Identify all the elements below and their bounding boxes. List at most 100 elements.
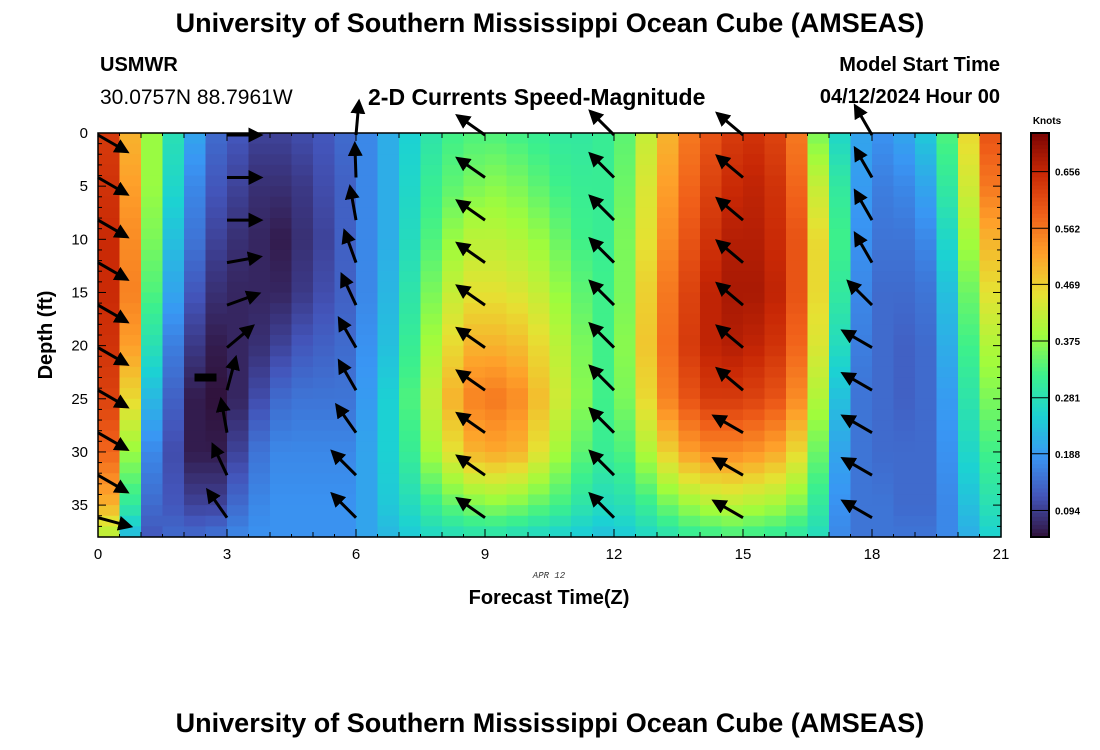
heatmap-cell [270, 239, 293, 251]
heatmap-cell [764, 356, 787, 368]
heatmap-cell [528, 281, 551, 294]
heatmap-cell [528, 483, 551, 496]
heatmap-cell [506, 515, 529, 527]
heatmap-cell [528, 154, 551, 166]
heatmap-cell [872, 239, 895, 251]
heatmap-cell [807, 398, 830, 411]
current-vector-arrow [455, 369, 486, 392]
heatmap-cell [678, 143, 701, 155]
heatmap-cell [872, 143, 895, 155]
colorbar-segment [1031, 246, 1049, 251]
heatmap-cell [98, 260, 121, 272]
heatmap-cell [571, 196, 594, 209]
heatmap-cell [377, 366, 400, 379]
current-vector-arrow [341, 228, 358, 264]
heatmap-cell [141, 345, 164, 357]
heatmap-cell [270, 345, 293, 357]
heatmap-cell [313, 526, 336, 538]
heatmap-cell [463, 526, 486, 538]
current-vector-arrow [330, 449, 358, 477]
heatmap-cell [184, 430, 207, 442]
heatmap-cell [700, 451, 723, 464]
heatmap-cell [915, 324, 938, 336]
heatmap-cell [850, 430, 873, 442]
heatmap-cell [915, 430, 938, 442]
heatmap-cell [506, 409, 529, 421]
heatmap-cell [291, 186, 314, 198]
current-vector-arrow [455, 284, 486, 307]
heatmap-cell [420, 335, 443, 347]
current-vector-arrow [97, 388, 130, 409]
heatmap-cell [442, 483, 465, 496]
heatmap-cell [700, 377, 723, 389]
heatmap-cell [764, 260, 787, 272]
heatmap-cell [291, 366, 314, 379]
heatmap-cell [850, 324, 873, 336]
heatmap-cell [893, 313, 916, 325]
heatmap-cell [829, 526, 852, 538]
heatmap-cell [119, 494, 142, 506]
heatmap-cell [678, 228, 701, 240]
heatmap-cell [506, 451, 529, 464]
current-vector-arrow [97, 133, 130, 154]
heatmap-cell [614, 186, 637, 198]
heatmap-cell [592, 441, 615, 453]
heatmap-cell [872, 388, 895, 400]
heatmap-cell [743, 356, 766, 368]
heatmap-cell [614, 239, 637, 251]
heatmap-cell [657, 271, 680, 283]
heatmap-cell [528, 207, 551, 219]
heatmap-cell [807, 483, 830, 496]
heatmap-cell [893, 207, 916, 219]
heatmap-cell [291, 441, 314, 453]
heatmap-cell [979, 494, 1002, 506]
heatmap-cell [958, 515, 981, 527]
heatmap-cell [313, 505, 336, 517]
heatmap-cell [678, 335, 701, 347]
heatmap-cell [786, 377, 809, 389]
colorbar-tick-label: 0.281 [1055, 394, 1080, 405]
heatmap-cell [657, 462, 680, 474]
heatmap-cell [485, 483, 508, 496]
heatmap-cell [571, 218, 594, 230]
heatmap-cell [958, 207, 981, 219]
heatmap-cell [614, 345, 637, 357]
colorbar-segment [1031, 242, 1049, 247]
heatmap-cell [807, 249, 830, 262]
heatmap-cell [872, 377, 895, 389]
heatmap-cell [399, 218, 422, 230]
heatmap-cell [463, 473, 486, 485]
heatmap-cell [549, 196, 572, 209]
heatmap-cell [141, 207, 164, 219]
heatmap-cell [313, 292, 336, 304]
colorbar-segment [1031, 262, 1049, 267]
heatmap-cell [915, 228, 938, 240]
heatmap-cell [979, 175, 1002, 187]
heatmap-cell [893, 186, 916, 198]
heatmap-cell [678, 430, 701, 442]
heatmap-cell [743, 186, 766, 198]
heatmap-cell [377, 207, 400, 219]
heatmap-cell [184, 451, 207, 464]
heatmap-cell [571, 249, 594, 262]
heatmap-cell [248, 313, 271, 325]
heatmap-cell [141, 239, 164, 251]
heatmap-cell [227, 345, 250, 357]
heatmap-cell [119, 196, 142, 209]
heatmap-cell [743, 218, 766, 230]
heatmap-cell [420, 207, 443, 219]
heatmap-cell [614, 441, 637, 453]
heatmap-cell [915, 281, 938, 294]
heatmap-cell [205, 345, 228, 357]
heatmap-cell [807, 239, 830, 251]
heatmap-cell [893, 451, 916, 464]
colorbar-segment [1031, 133, 1049, 138]
heatmap-cell [571, 133, 594, 145]
heatmap-cell [270, 143, 293, 155]
heatmap-cell [506, 133, 529, 145]
colorbar-segment [1031, 452, 1049, 457]
heatmap-cell [936, 462, 959, 474]
heatmap-cell [291, 239, 314, 251]
heatmap-cell [291, 451, 314, 464]
heatmap-cell [463, 494, 486, 506]
